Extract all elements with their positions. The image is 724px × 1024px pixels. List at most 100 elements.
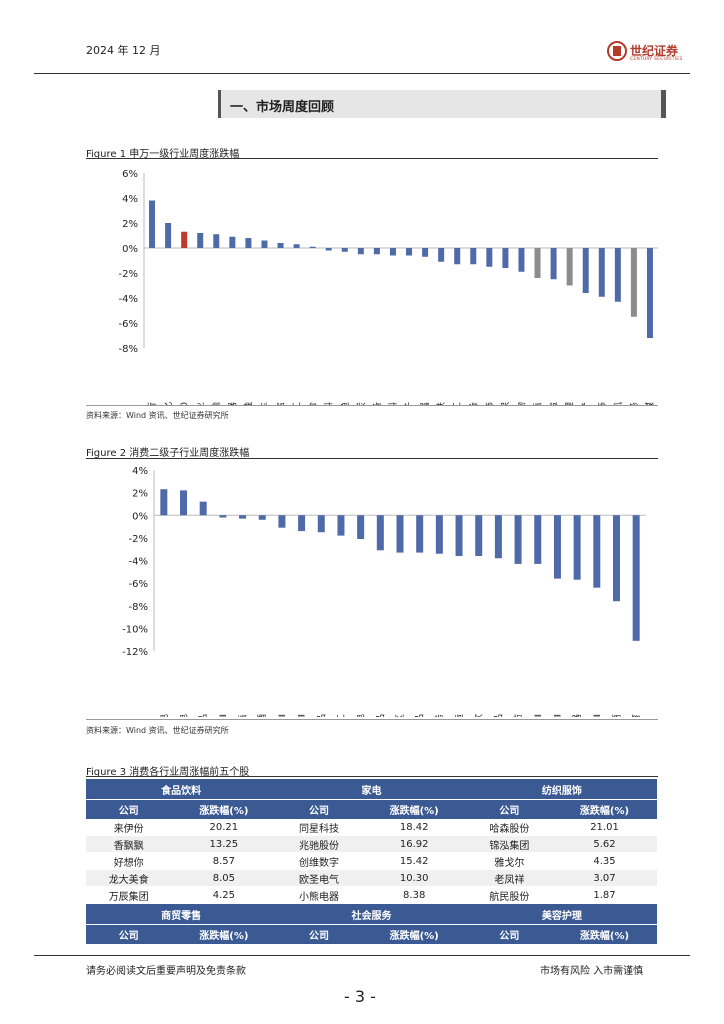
- bar: [341, 248, 348, 252]
- table-group-header: 商贸零售: [86, 903, 277, 925]
- y-tick-label: -8%: [119, 344, 138, 355]
- header-divider: [34, 73, 690, 74]
- col-header-company: 公司: [276, 924, 362, 944]
- figure2-chart: 4% 2% 0% -2% -4% -6% -8% -10% -12% 黑色家电 白色家电 饮料乳品 白酒…: [122, 466, 646, 717]
- bar: [514, 515, 522, 564]
- x-tick-label: 纺织制造: [453, 714, 465, 717]
- bar: [181, 231, 188, 248]
- bar: [337, 515, 345, 536]
- footer-risk: 市场有风险 入市需谨慎: [540, 966, 644, 977]
- table-cell-company: 老凤祥: [466, 869, 553, 887]
- x-tick-label: 教育: [630, 714, 642, 717]
- bar: [534, 515, 542, 564]
- bar: [219, 515, 227, 518]
- table-cell-change: 8.38: [361, 886, 467, 904]
- table-cell-company: 来伊份: [86, 819, 172, 836]
- x-tick-label: 休闲食品: [315, 714, 327, 717]
- bar: [376, 515, 384, 551]
- x-tick-label: 环保: [499, 402, 511, 405]
- bar: [518, 248, 525, 272]
- y-tick-label: -2%: [129, 534, 148, 545]
- table-row: 好想你 8.57 创维数字 15.42 雅戈尔 4.35: [86, 852, 657, 870]
- table-cell-company: 好想你: [86, 852, 172, 870]
- figure1-source-divider: [86, 405, 658, 406]
- x-tick-label: 传媒: [644, 402, 656, 405]
- figure1-source: 资料来源：Wind 资讯、世纪证券研究所: [86, 411, 229, 420]
- table-cell-change: 8.57: [171, 852, 277, 870]
- table-cell-company: 兆驰股份: [276, 835, 362, 853]
- x-tick-label: 公用事业: [194, 402, 206, 405]
- x-tick-label: 旅游及景区: [394, 714, 406, 717]
- x-tick-label: 机械设备: [467, 402, 479, 405]
- y-tick-label: -8%: [129, 602, 148, 613]
- x-tick-label: 国防军工: [291, 402, 303, 405]
- table-cell-change: 4.25: [171, 886, 277, 904]
- x-tick-label: 社会服务: [628, 402, 640, 405]
- x-tick-label: 白色家电: [178, 714, 190, 717]
- x-tick-label: 农林牧渔: [339, 402, 351, 405]
- x-tick-label: 照明设备Ⅱ: [591, 714, 603, 717]
- col-header-change: 涨跌幅(%): [171, 924, 277, 944]
- x-tick-label: 个护用品: [492, 714, 504, 717]
- x-tick-label: 美容护理: [564, 402, 576, 405]
- bar: [261, 240, 268, 248]
- table-cell-company: 锦泓集团: [466, 835, 553, 853]
- y-tick-label: -6%: [119, 319, 138, 330]
- table-cell-change: 15.42: [361, 852, 467, 870]
- bar: [646, 248, 653, 338]
- table-cell-change: 10.30: [361, 869, 467, 887]
- bar: [454, 248, 461, 265]
- x-tick-label: 医药生物: [515, 402, 527, 405]
- bar: [317, 515, 325, 533]
- table-cell-company: 欧圣电气: [276, 869, 362, 887]
- y-tick-label: 4%: [122, 194, 138, 205]
- bar: [598, 248, 605, 297]
- figure2-divider: [86, 458, 658, 459]
- table-group-header: 食品饮料: [86, 779, 277, 800]
- x-tick-label: 建筑材料: [387, 402, 399, 405]
- x-tick-label: 白酒Ⅱ: [217, 714, 229, 717]
- logo-subtext: CENTURY SECURITIES: [630, 57, 683, 62]
- table-row: 来伊份 20.21 同星科技 18.42 哈森股份 21.01: [86, 819, 657, 836]
- x-tick-label: 电子: [403, 402, 415, 405]
- col-header-change: 涨跌幅(%): [171, 799, 277, 819]
- bar: [566, 248, 573, 286]
- bar: [258, 515, 266, 520]
- y-tick-label: -6%: [129, 579, 148, 590]
- x-tick-label: 酒店餐饮: [473, 714, 485, 717]
- x-tick-label: 钢铁: [435, 402, 447, 405]
- y-tick-label: 6%: [122, 169, 138, 180]
- x-tick-label: 非银金融: [242, 402, 254, 405]
- bar: [357, 248, 364, 255]
- bar: [630, 248, 637, 317]
- bar: [553, 515, 561, 579]
- col-header-change: 涨跌幅(%): [361, 799, 467, 819]
- table-cell-change: 3.07: [552, 869, 657, 887]
- table-cell-company: 雅戈尔: [466, 852, 553, 870]
- x-tick-label: 房地产: [580, 402, 592, 405]
- bar: [165, 223, 172, 248]
- x-tick-label: 食品饮料: [323, 402, 335, 405]
- x-tick-label: 交通运输: [210, 402, 222, 405]
- table-cell-company: 同星科技: [276, 819, 362, 836]
- table-cell-change: 18.42: [361, 819, 467, 836]
- bar: [197, 233, 204, 248]
- figure2-source: 资料来源：Wind 资讯、世纪证券研究所: [86, 726, 229, 735]
- bar: [455, 515, 463, 556]
- bar: [199, 501, 207, 516]
- bar: [298, 515, 306, 532]
- y-tick-label: -10%: [122, 624, 148, 635]
- bar: [470, 248, 477, 265]
- x-tick-label: 化妆品: [414, 714, 426, 717]
- x-tick-label: 服装家纺: [512, 714, 524, 717]
- section-title: 一、市场周度回顾: [230, 100, 335, 115]
- table-cell-change: 13.25: [171, 835, 277, 853]
- col-header-company: 公司: [86, 799, 172, 819]
- section-banner: [218, 90, 665, 118]
- x-tick-label: 饮料乳品: [197, 714, 209, 717]
- bar: [614, 248, 621, 302]
- figure3-title: Figure 3 消费各行业周涨幅前五个股: [86, 767, 250, 778]
- page-number: - 3 -: [344, 987, 376, 1006]
- figure2-title: Figure 2 消费二级子行业周度涨跌幅: [86, 448, 250, 459]
- table-cell-company: 创维数字: [276, 852, 362, 870]
